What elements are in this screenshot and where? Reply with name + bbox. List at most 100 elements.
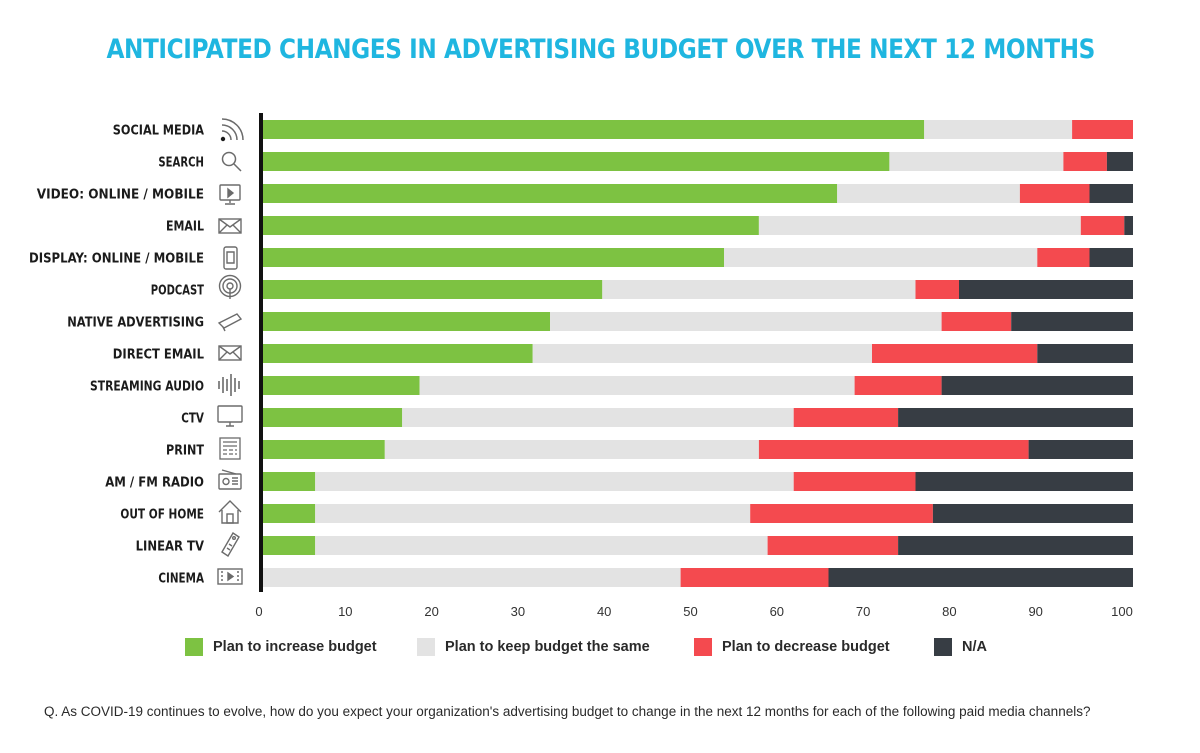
category-label: NATIVE ADVERTISING (67, 315, 204, 331)
legend-item-same: Plan to keep budget the same (417, 638, 650, 656)
stacked-bar-chart: SOCIAL MEDIA SEARCH VIDEO: ONLINE / MOBILE… (29, 113, 1133, 619)
chart-title: ANTICIPATED CHANGES IN ADVERTISING BUDGE… (106, 34, 1095, 65)
bar-segment-same (315, 504, 751, 523)
x-tick-label: 60 (770, 604, 784, 619)
category-label: PRINT (166, 443, 205, 459)
legend-swatch-na (934, 638, 952, 656)
bar-segment-increase (263, 120, 925, 139)
tv-monitor-icon (217, 405, 243, 427)
x-tick-label: 30 (511, 604, 525, 619)
bar-segment-decrease (915, 280, 959, 299)
bar-segment-decrease (1019, 184, 1090, 203)
bar-segment-na (1037, 344, 1133, 363)
bar-segment-decrease (941, 312, 1012, 331)
bar-segment-decrease (793, 472, 916, 491)
printer-icon (219, 437, 241, 460)
legend-item-decrease: Plan to decrease budget (694, 638, 890, 656)
bar-segment-same (263, 568, 681, 587)
bar-segment-na (959, 280, 1133, 299)
envelope-icon (218, 218, 242, 234)
category-label: OUT OF HOME (120, 507, 204, 523)
bar-segment-na (932, 504, 1133, 523)
category-labels: SOCIAL MEDIA SEARCH VIDEO: ONLINE / MOBILE… (29, 123, 205, 587)
bar-segment-increase (263, 344, 533, 363)
legend-label-increase: Plan to increase budget (213, 639, 377, 655)
bar-segment-increase (263, 536, 316, 555)
video-screen-icon (219, 184, 241, 205)
bar-segment-same (837, 184, 1020, 203)
category-label: CTV (181, 411, 204, 427)
survey-question-footnote: Q. As COVID-19 continues to evolve, how … (44, 704, 1091, 719)
x-tick-label: 100 (1111, 604, 1133, 619)
category-label: VIDEO: ONLINE / MOBILE (37, 187, 204, 203)
bar-segment-same (924, 120, 1073, 139)
category-label: SOCIAL MEDIA (113, 123, 205, 139)
category-label: CINEMA (158, 571, 204, 587)
bar-segment-na (915, 472, 1133, 491)
bar-segment-increase (263, 504, 316, 523)
bar-segment-na (1124, 216, 1133, 235)
x-tick-label: 70 (856, 604, 870, 619)
bar-segment-decrease (793, 408, 899, 427)
legend-swatch-increase (185, 638, 203, 656)
x-tick-label: 40 (597, 604, 611, 619)
x-tick-label: 0 (255, 604, 262, 619)
bar-segment-increase (263, 472, 316, 491)
house-icon (218, 500, 242, 524)
x-tick-label: 80 (942, 604, 956, 619)
legend-swatch-decrease (694, 638, 712, 656)
bar-segment-decrease (1072, 120, 1133, 139)
category-label: AM / FM RADIO (105, 475, 204, 491)
bar-segment-same (402, 408, 794, 427)
search-icon (221, 151, 242, 172)
bar-segment-na (1089, 184, 1133, 203)
bar-segment-increase (263, 376, 420, 395)
category-label: PODCAST (151, 283, 205, 299)
x-tick-label: 50 (683, 604, 697, 619)
radio-icon (218, 469, 242, 490)
megaphone-icon (217, 313, 243, 332)
bar-segment-same (889, 152, 1064, 171)
category-label: STREAMING AUDIO (90, 379, 204, 395)
bar-segment-na (898, 408, 1133, 427)
bar-segment-same (315, 472, 794, 491)
bar-segment-na (941, 376, 1133, 395)
bar-segment-same (384, 440, 759, 459)
bar-segments (263, 120, 1133, 587)
podcast-icon (218, 274, 242, 299)
bar-segment-increase (263, 312, 551, 331)
bar-segment-decrease (1037, 248, 1090, 267)
bar-segment-decrease (758, 440, 1029, 459)
bar-segment-increase (263, 440, 385, 459)
bar-segment-decrease (1080, 216, 1125, 235)
legend-item-na: N/A (934, 638, 987, 656)
x-tick-label: 20 (424, 604, 438, 619)
legend-label-na: N/A (962, 639, 987, 655)
bar-segment-decrease (854, 376, 942, 395)
category-label: LINEAR TV (136, 539, 205, 555)
bar-segment-same (758, 216, 1081, 235)
bar-segment-na (1106, 152, 1133, 171)
bar-segment-same (724, 248, 1038, 267)
legend-label-decrease: Plan to decrease budget (722, 639, 890, 655)
legend-label-same: Plan to keep budget the same (445, 639, 650, 655)
bar-segment-na (1011, 312, 1133, 331)
category-label: SEARCH (158, 155, 204, 171)
bar-segment-na (1028, 440, 1133, 459)
bar-segment-same (419, 376, 855, 395)
bar-segment-decrease (872, 344, 1038, 363)
wifi-signal-icon (220, 118, 244, 142)
category-icons (217, 118, 244, 585)
bar-segment-decrease (750, 504, 933, 523)
film-screen-icon (217, 568, 243, 585)
bar-segment-increase (263, 184, 838, 203)
bar-segment-same (602, 280, 916, 299)
bar-segment-increase (263, 280, 603, 299)
legend-swatch-same (417, 638, 435, 656)
category-label: EMAIL (166, 219, 204, 235)
mobile-phone-icon (223, 246, 238, 270)
bar-segment-increase (263, 248, 725, 267)
bar-segment-increase (263, 408, 403, 427)
sound-wave-icon (218, 374, 240, 396)
envelope-icon (218, 345, 242, 361)
